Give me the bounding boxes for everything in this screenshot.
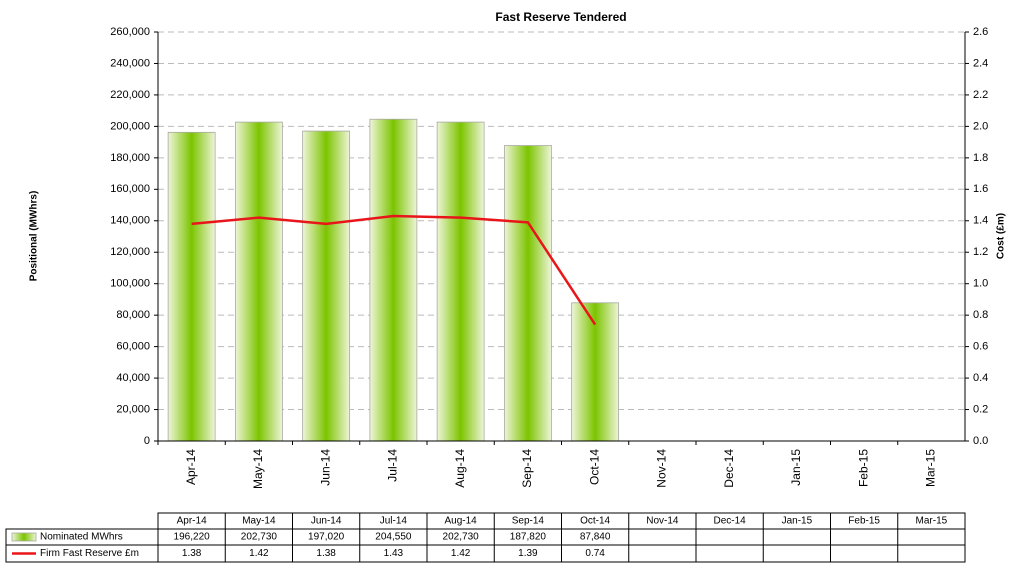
- table-header: Aug-14: [445, 516, 478, 527]
- y-tick-label: 80,000: [116, 309, 150, 321]
- bar: [571, 302, 620, 442]
- y-tick-label: 0: [144, 435, 150, 447]
- y2-tick-label: 2.6: [973, 26, 988, 38]
- bar: [234, 121, 283, 442]
- x-tick-label: Mar-15: [924, 449, 938, 487]
- y-tick-label: 200,000: [110, 120, 150, 132]
- table-value: 197,020: [308, 532, 345, 543]
- table-value: 87,840: [580, 532, 611, 543]
- x-tick-label: Dec-14: [722, 449, 736, 488]
- y2-tick-label: 2.0: [973, 120, 988, 132]
- chart-title: Fast Reserve Tendered: [495, 10, 626, 24]
- y2-tick-label: 0.2: [973, 403, 988, 415]
- y2-tick-label: 1.4: [973, 215, 988, 227]
- y2-tick-label: 0.8: [973, 309, 988, 321]
- table-header: Oct-14: [580, 516, 610, 527]
- table-header: Apr-14: [177, 516, 207, 527]
- y-tick-label: 20,000: [116, 403, 150, 415]
- y-tick-label: 260,000: [110, 26, 150, 38]
- table-value: 187,820: [510, 532, 547, 543]
- table-header: Jul-14: [380, 516, 408, 527]
- x-tick-label: Feb-15: [856, 449, 870, 487]
- table-value: 1.42: [451, 548, 471, 559]
- x-tick-label: Nov-14: [655, 449, 669, 488]
- y-tick-label: 120,000: [110, 246, 150, 258]
- x-tick-label: Jun-14: [318, 449, 332, 486]
- legend-label: Firm Fast Reserve £m: [40, 548, 139, 559]
- bar: [503, 145, 552, 442]
- y-tick-label: 60,000: [116, 341, 150, 353]
- x-tick-label: Jan-15: [789, 449, 803, 486]
- table-header: Nov-14: [646, 516, 679, 527]
- y2-tick-label: 1.6: [973, 183, 988, 195]
- bar: [369, 118, 418, 442]
- y-tick-label: 160,000: [110, 183, 150, 195]
- x-tick-label: Sep-14: [520, 449, 534, 488]
- x-tick-label: May-14: [251, 449, 265, 489]
- y2-tick-label: 0.0: [973, 435, 988, 447]
- legend-label: Nominated MWhrs: [40, 532, 123, 543]
- table-value: 1.39: [518, 548, 538, 559]
- table-header: Mar-15: [916, 516, 948, 527]
- table-value: 196,220: [174, 532, 211, 543]
- y-tick-label: 220,000: [110, 89, 150, 101]
- x-tick-label: Oct-14: [587, 449, 601, 485]
- x-tick-label: Apr-14: [184, 449, 198, 485]
- y-axis-label: Positional (MWhrs): [29, 191, 40, 282]
- table-value: 1.42: [249, 548, 269, 559]
- table-value: 1.43: [384, 548, 404, 559]
- y2-tick-label: 2.4: [973, 57, 988, 69]
- y2-tick-label: 1.2: [973, 246, 988, 258]
- x-tick-label: Jul-14: [386, 449, 400, 482]
- y-tick-label: 180,000: [110, 152, 150, 164]
- table-value: 202,730: [241, 532, 278, 543]
- y-tick-label: 240,000: [110, 57, 150, 69]
- bar: [302, 130, 351, 442]
- table-header: Sep-14: [512, 516, 545, 527]
- y-tick-label: 40,000: [116, 372, 150, 384]
- table-header: Jun-14: [311, 516, 342, 527]
- table-header: Jan-15: [782, 516, 813, 527]
- table-value: 202,730: [443, 532, 480, 543]
- x-tick-label: Aug-14: [453, 449, 467, 488]
- table-value: 204,550: [375, 532, 412, 543]
- y2-axis-label: Cost (£m): [996, 213, 1007, 259]
- y2-tick-label: 1.8: [973, 152, 988, 164]
- bar: [167, 131, 216, 442]
- table-value: 0.74: [585, 548, 605, 559]
- y2-tick-label: 1.0: [973, 278, 988, 290]
- table-value: 1.38: [316, 548, 336, 559]
- table-header: Feb-15: [848, 516, 880, 527]
- bar: [436, 121, 485, 442]
- table-header: Dec-14: [714, 516, 747, 527]
- legend-swatch: [11, 532, 37, 542]
- y-tick-label: 140,000: [110, 215, 150, 227]
- table-value: 1.38: [182, 548, 202, 559]
- y2-tick-label: 0.4: [973, 372, 988, 384]
- table-header: May-14: [242, 516, 276, 527]
- line: [191, 214, 597, 326]
- y2-tick-label: 2.2: [973, 89, 988, 101]
- y2-tick-label: 0.6: [973, 341, 988, 353]
- y-tick-label: 100,000: [110, 278, 150, 290]
